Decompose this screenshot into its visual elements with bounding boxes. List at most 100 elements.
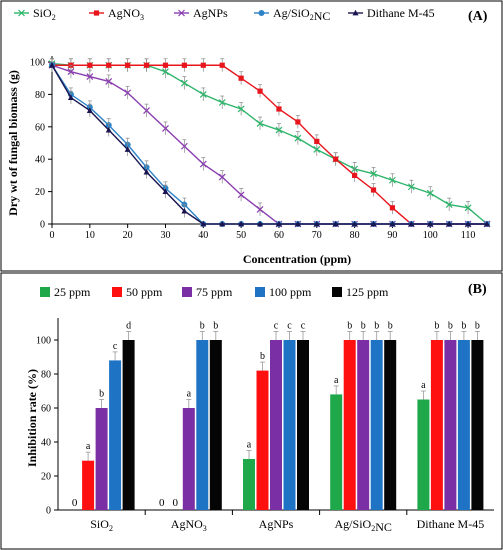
b-significance-label: b — [213, 321, 218, 332]
a-legend-entry: Dithane M-45 — [348, 6, 435, 20]
b-bar — [330, 394, 343, 510]
a-point — [238, 75, 244, 81]
a-point — [294, 134, 302, 142]
b-category-label: Ag/SiO2NC — [335, 517, 392, 534]
b-significance-label: c — [113, 341, 118, 352]
a-point — [93, 10, 100, 16]
a-point — [238, 220, 245, 227]
a-y-tick-label: 20 — [35, 187, 45, 198]
b-y-tick-label: 40 — [41, 438, 51, 449]
b-bar — [471, 340, 484, 510]
panel-a-plot — [48, 58, 491, 228]
b-legend-entry: 25 ppm — [40, 285, 91, 299]
b-significance-label: b — [388, 321, 393, 332]
a-point — [124, 146, 131, 152]
a-legend-label: Ag/SiO2NC — [273, 6, 330, 23]
a-y-tick-label: 40 — [35, 155, 45, 166]
a-x-tick-label: 80 — [350, 230, 360, 241]
b-significance-label: b — [200, 321, 205, 332]
a-point — [484, 220, 490, 227]
panel-b-label: (B) — [468, 282, 487, 297]
b-significance-label: b — [374, 321, 379, 332]
a-series-0 — [48, 58, 491, 228]
a-point — [333, 156, 339, 162]
a-series-2 — [48, 58, 491, 228]
a-point — [143, 107, 150, 115]
b-category-group: 0 0 a b b AgNO3 — [159, 321, 222, 533]
a-legend-entry: AgNPs — [174, 6, 228, 20]
b-y-tick-label: 100 — [36, 336, 51, 347]
b-legend-label: 50 ppm — [126, 285, 163, 299]
b-bar — [430, 340, 443, 510]
a-y-tick-label: 80 — [35, 90, 45, 101]
b-significance-label: c — [287, 321, 292, 332]
a-point — [352, 172, 358, 178]
a-legend-entry: SiO2 — [14, 6, 56, 22]
b-category-label: AgNO3 — [171, 517, 207, 533]
a-point — [257, 220, 264, 227]
a-point — [237, 105, 245, 113]
a-x-tick-label: 70 — [312, 230, 322, 241]
a-point — [370, 170, 377, 178]
a-point — [332, 220, 339, 227]
a-point — [295, 119, 301, 125]
a-point — [351, 220, 358, 227]
a-point — [199, 160, 207, 168]
b-legend-label: 25 ppm — [54, 285, 91, 299]
a-x-tick-label: 40 — [198, 230, 208, 241]
a-x-tick-label: 20 — [123, 230, 133, 241]
a-point — [218, 99, 226, 106]
b-significance-label: a — [86, 441, 91, 452]
b-category-group: ab b b bAg/SiO2NC — [330, 321, 397, 534]
a-x-tick-label: 100 — [423, 230, 438, 241]
a-point — [313, 220, 320, 227]
a-x-tick-label: 30 — [160, 230, 170, 241]
a-point — [125, 62, 131, 68]
b-legend-swatch — [182, 287, 192, 297]
b-bar — [417, 399, 430, 510]
b-category-label: SiO2 — [90, 517, 113, 533]
b-legend-entry: 50 ppm — [112, 285, 163, 299]
a-point — [178, 9, 185, 17]
a-point — [389, 176, 396, 184]
b-zero-label: 0 — [159, 497, 165, 509]
a-point — [464, 204, 472, 212]
a-point — [389, 220, 396, 227]
a-point — [426, 189, 434, 197]
b-y-tick-label: 80 — [41, 370, 51, 381]
b-significance-label: a — [334, 375, 339, 386]
a-point — [162, 124, 169, 132]
a-point — [219, 62, 225, 68]
a-point — [313, 146, 321, 153]
a-series-line — [51, 64, 487, 225]
b-bar — [370, 340, 383, 510]
a-point — [465, 220, 472, 227]
a-series-line — [51, 64, 487, 225]
a-point — [314, 138, 320, 144]
b-legend-entry: 75 ppm — [182, 285, 233, 299]
a-point — [389, 205, 396, 211]
a-y-tick-label: 0 — [40, 220, 45, 231]
a-point — [180, 142, 188, 150]
a-series-line — [51, 62, 488, 225]
b-bar — [297, 340, 309, 510]
b-bar — [256, 370, 269, 510]
b-significance-label: c — [274, 321, 279, 332]
a-point — [258, 10, 265, 16]
b-significance-label: c — [301, 321, 306, 332]
b-legend-entry: 100 ppm — [255, 285, 312, 299]
a-point — [219, 220, 226, 227]
a-point — [200, 220, 207, 227]
b-zero-label: 0 — [72, 497, 78, 509]
a-point — [49, 62, 55, 68]
b-bar — [122, 340, 135, 510]
b-category-label: Dithane M-45 — [417, 517, 485, 531]
b-bar — [283, 340, 296, 510]
a-point — [124, 89, 132, 97]
b-bar — [209, 340, 222, 510]
a-point — [407, 183, 415, 191]
a-point — [105, 126, 112, 133]
